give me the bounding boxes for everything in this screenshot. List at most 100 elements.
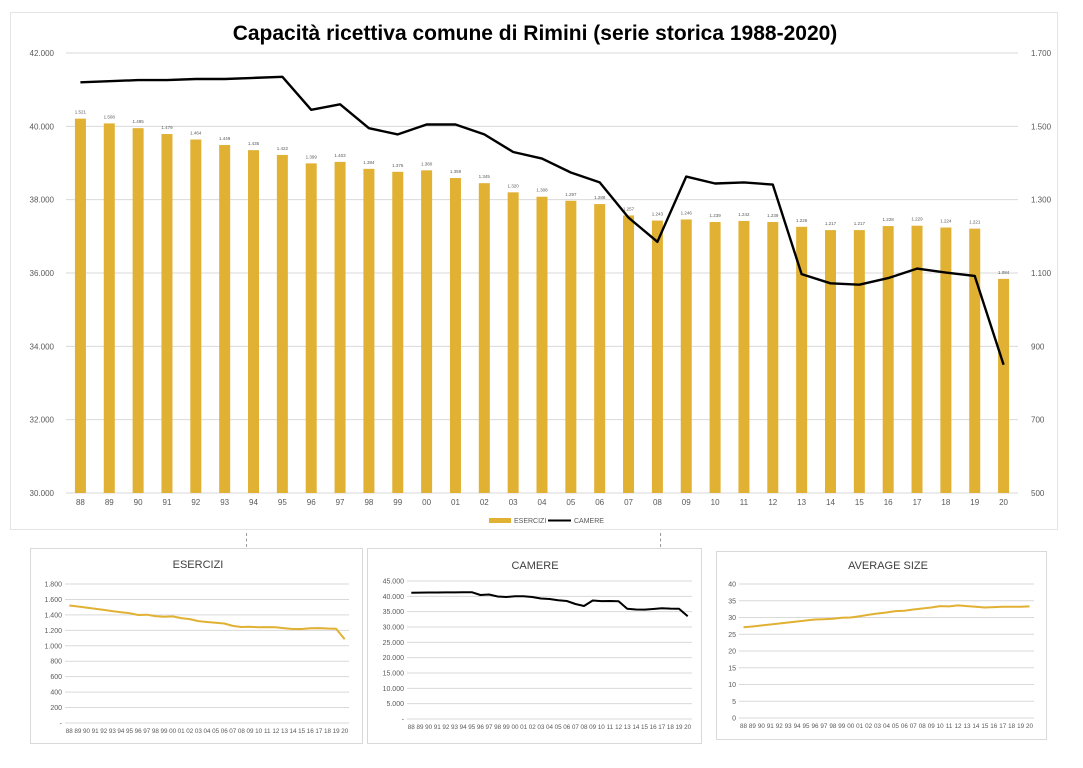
x-tick-label: 16 bbox=[650, 724, 658, 731]
x-tick-label: 03 bbox=[195, 728, 203, 735]
x-tick-label: 16 bbox=[307, 728, 315, 735]
x-tick-label: 96 bbox=[477, 724, 485, 731]
x-tick-label: 13 bbox=[624, 724, 632, 731]
x-tick-label: 10 bbox=[255, 728, 263, 735]
series-line bbox=[69, 604, 346, 640]
x-tick-label: 13 bbox=[963, 723, 971, 730]
y-right-tick-label: 1.700 bbox=[1031, 49, 1052, 58]
y-tick-label: 1.800 bbox=[44, 582, 62, 589]
x-tick-label: 10 bbox=[937, 723, 945, 730]
y-tick-label: 0 bbox=[732, 716, 736, 723]
main-chart: Capacità ricettiva comune di Rimini (ser… bbox=[30, 22, 1052, 525]
y-tick-label: 25 bbox=[728, 632, 736, 639]
x-tick-label: 90 bbox=[83, 728, 91, 735]
x-tick-label: 09 bbox=[589, 724, 597, 731]
x-tick-label: 14 bbox=[826, 498, 835, 507]
x-tick-label: 99 bbox=[393, 498, 402, 507]
bar-esercizi bbox=[767, 222, 779, 494]
y-tick-label: 1.600 bbox=[44, 597, 62, 604]
x-tick-label: 17 bbox=[658, 724, 666, 731]
y-tick-label: 1.200 bbox=[44, 628, 62, 635]
small-chart-title: ESERCIZI bbox=[173, 559, 224, 571]
bar-data-label: 1.380 bbox=[421, 161, 433, 166]
bar-esercizi bbox=[998, 278, 1010, 493]
x-tick-label: 00 bbox=[422, 498, 431, 507]
x-tick-label: 18 bbox=[667, 724, 675, 731]
x-tick-label: 15 bbox=[298, 728, 306, 735]
bar-esercizi bbox=[565, 200, 577, 493]
x-tick-label: 88 bbox=[66, 728, 74, 735]
bar-data-label: 1.257 bbox=[623, 206, 635, 211]
x-tick-label: 19 bbox=[333, 728, 341, 735]
connector-dash bbox=[246, 533, 247, 547]
bar-esercizi bbox=[190, 139, 202, 493]
x-tick-label: 12 bbox=[272, 728, 280, 735]
y-right-tick-label: 1.500 bbox=[1031, 122, 1052, 131]
bar-data-label: 1.084 bbox=[998, 270, 1010, 275]
bar-data-label: 1.403 bbox=[334, 153, 346, 158]
x-tick-label: 00 bbox=[847, 723, 855, 730]
camere-chart: CAMERE - 5.000 10.000 15.000 20.000 25.000 30.0… bbox=[383, 560, 692, 731]
y-left-tick-label: 34.000 bbox=[30, 342, 55, 351]
x-tick-label: 97 bbox=[143, 728, 151, 735]
x-tick-label: 19 bbox=[1017, 723, 1025, 730]
x-tick-label: 03 bbox=[537, 724, 545, 731]
y-tick-label: 10.000 bbox=[383, 686, 405, 693]
bar-esercizi bbox=[103, 123, 115, 494]
bar-esercizi bbox=[911, 225, 923, 493]
x-tick-label: 94 bbox=[460, 724, 468, 731]
bar-data-label: 1.308 bbox=[536, 188, 548, 193]
bar-esercizi bbox=[853, 230, 865, 493]
x-tick-label: 10 bbox=[711, 498, 720, 507]
x-tick-label: 91 bbox=[163, 498, 172, 507]
bar-esercizi bbox=[651, 220, 663, 494]
x-tick-label: 09 bbox=[247, 728, 255, 735]
bar-data-label: 1.217 bbox=[854, 221, 866, 226]
bar-esercizi bbox=[276, 154, 288, 493]
x-tick-label: 19 bbox=[676, 724, 684, 731]
y-tick-label: - bbox=[60, 721, 63, 728]
x-tick-label: 95 bbox=[126, 728, 134, 735]
x-tick-label: 08 bbox=[238, 728, 246, 735]
x-tick-label: 14 bbox=[972, 723, 980, 730]
x-tick-label: 92 bbox=[776, 723, 784, 730]
y-tick-label: 1.400 bbox=[44, 612, 62, 619]
line-camere bbox=[80, 75, 1005, 366]
x-tick-label: 97 bbox=[820, 723, 828, 730]
x-tick-label: 98 bbox=[829, 723, 837, 730]
series-line bbox=[743, 604, 1030, 629]
x-tick-label: 93 bbox=[109, 728, 117, 735]
bar-data-label: 1.243 bbox=[652, 212, 664, 217]
x-tick-label: 94 bbox=[117, 728, 125, 735]
y-tick-label: 40.000 bbox=[383, 594, 405, 601]
y-tick-label: 5.000 bbox=[386, 701, 404, 708]
bar-data-label: 1.239 bbox=[767, 213, 779, 218]
x-tick-label: 91 bbox=[92, 728, 100, 735]
x-tick-label: 08 bbox=[919, 723, 927, 730]
bar-data-label: 1.221 bbox=[969, 220, 981, 225]
x-tick-label: 02 bbox=[865, 723, 873, 730]
x-tick-label: 14 bbox=[290, 728, 298, 735]
y-tick-label: 40 bbox=[728, 582, 736, 589]
y-tick-label: 10 bbox=[728, 682, 736, 689]
x-tick-label: 99 bbox=[503, 724, 511, 731]
y-right-tick-label: 900 bbox=[1031, 342, 1045, 351]
x-tick-label: 03 bbox=[874, 723, 882, 730]
x-tick-label: 89 bbox=[749, 723, 757, 730]
x-tick-label: 19 bbox=[970, 498, 979, 507]
x-tick-label: 17 bbox=[913, 498, 922, 507]
x-tick-label: 90 bbox=[134, 498, 143, 507]
bar-esercizi bbox=[969, 228, 981, 493]
x-tick-label: 04 bbox=[203, 728, 211, 735]
x-tick-label: 88 bbox=[76, 498, 85, 507]
x-tick-label: 15 bbox=[855, 498, 864, 507]
x-tick-label: 05 bbox=[892, 723, 900, 730]
x-tick-label: 90 bbox=[758, 723, 766, 730]
bar-data-label: 1.422 bbox=[277, 146, 289, 151]
bar-data-label: 1.359 bbox=[450, 169, 462, 174]
x-tick-label: 92 bbox=[191, 498, 200, 507]
y-tick-label: 600 bbox=[50, 674, 62, 681]
x-tick-label: 93 bbox=[220, 498, 229, 507]
x-tick-label: 96 bbox=[811, 723, 819, 730]
x-tick-label: 20 bbox=[1026, 723, 1034, 730]
